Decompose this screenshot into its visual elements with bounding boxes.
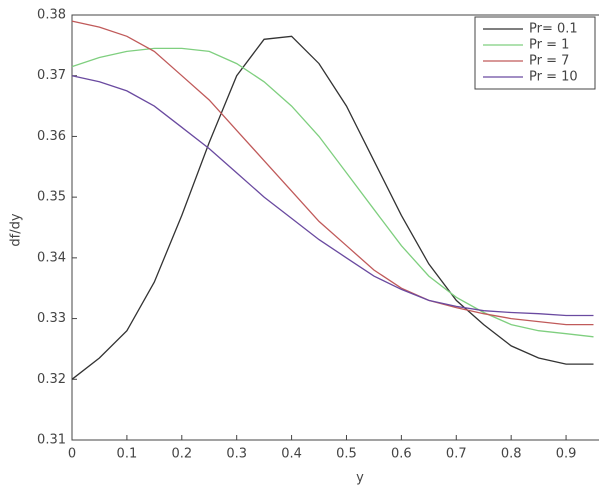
data-line bbox=[71, 75, 594, 317]
x-tick-label: 0.5 bbox=[336, 447, 357, 462]
x-tick-label: 0.1 bbox=[117, 447, 138, 462]
x-tick-label: 0.4 bbox=[281, 447, 302, 462]
legend: Pr= 0.1Pr = 1Pr = 7Pr = 10 bbox=[474, 16, 596, 90]
y-axis-label: df/dy bbox=[9, 213, 24, 246]
y-tick-label: 0.35 bbox=[37, 190, 66, 205]
x-tick-label: 0 bbox=[68, 447, 76, 462]
x-tick-label: 0.7 bbox=[446, 447, 467, 462]
x-tick-label: 0.9 bbox=[556, 447, 577, 462]
y-tick-label: 0.31 bbox=[37, 433, 66, 448]
data-line bbox=[71, 35, 594, 380]
x-axis-label: y bbox=[356, 471, 364, 486]
x-tick-label: 0.6 bbox=[391, 447, 412, 462]
y-tick-label: 0.38 bbox=[37, 8, 66, 23]
legend-label: Pr = 1 bbox=[529, 38, 569, 53]
legend-label: Pr= 0.1 bbox=[529, 22, 578, 37]
y-tick-label: 0.34 bbox=[37, 250, 66, 265]
x-tick-label: 0.3 bbox=[226, 447, 247, 462]
y-tick-label: 0.33 bbox=[37, 311, 66, 326]
plot-area bbox=[71, 14, 599, 441]
y-tick-label: 0.36 bbox=[37, 129, 66, 144]
data-line bbox=[71, 47, 594, 338]
x-tick-label: 0.8 bbox=[501, 447, 522, 462]
y-tick-label: 0.32 bbox=[37, 372, 66, 387]
data-line bbox=[71, 20, 594, 326]
legend-label: Pr = 10 bbox=[529, 70, 578, 85]
y-tick-label: 0.37 bbox=[37, 68, 66, 83]
legend-label: Pr = 7 bbox=[529, 54, 569, 69]
x-tick-label: 0.2 bbox=[171, 447, 192, 462]
